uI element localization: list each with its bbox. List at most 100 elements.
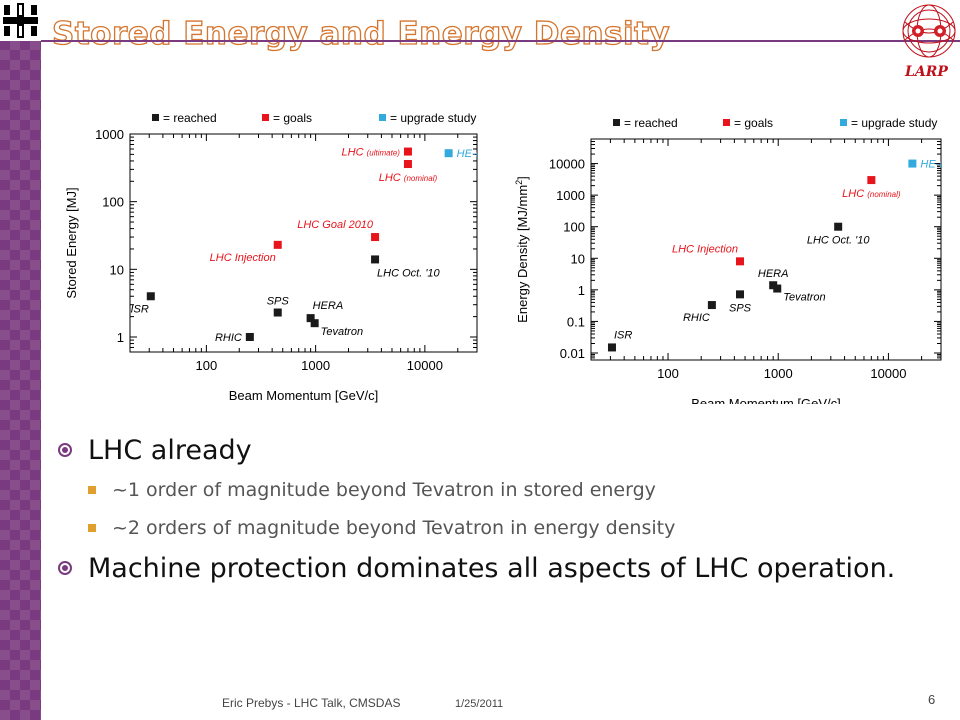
y-tick-label: 1: [117, 330, 124, 345]
x-tick-label: 100: [196, 358, 218, 373]
page-number: 6: [928, 692, 936, 707]
data-point: [773, 284, 782, 293]
legend-label: = reached: [624, 116, 678, 130]
y-tick-label: 1: [578, 283, 585, 298]
data-point: [908, 159, 917, 168]
sidebar-pattern: [0, 0, 41, 720]
data-point: [707, 301, 716, 310]
data-point: [146, 292, 155, 301]
y-axis-label-superscript: 2: [514, 180, 524, 185]
legend-marker: [379, 114, 386, 121]
y-axis-label: Stored Energy [MJ]: [64, 187, 79, 298]
data-point: [867, 176, 876, 185]
legend-label: = goals: [273, 111, 312, 125]
data-label: LHC Oct. '10: [807, 235, 871, 247]
footer-author: Eric Prebys - LHC Talk, CMSDAS: [222, 696, 401, 710]
data-label: RHIC: [215, 332, 242, 344]
data-label: RHIC: [683, 312, 710, 324]
y-tick-label: 100: [563, 220, 585, 235]
data-label: LHC (ultimate): [342, 147, 401, 159]
data-label: LHC Injection: [672, 243, 738, 255]
y-tick-label: 0.01: [560, 346, 585, 361]
data-label: HE-LHC: [920, 159, 956, 171]
bullet-list: LHC already ~1 order of magnitude beyond…: [58, 434, 938, 594]
plot-frame: [129, 133, 478, 353]
bullet-machine-protection: Machine protection dominates all aspects…: [58, 552, 938, 586]
x-tick-label: 10000: [870, 366, 906, 381]
data-label-qualifier: (nominal): [867, 190, 901, 199]
y-tick-label: 0.1: [567, 314, 585, 329]
data-label: LHC Goal 2010: [297, 219, 374, 231]
data-label: HERA: [758, 268, 789, 280]
legend-label: = goals: [734, 116, 773, 130]
data-point: [310, 319, 319, 328]
data-point: [769, 281, 778, 290]
sub-bullet-text: ~2 orders of magnitude beyond Tevatron i…: [112, 517, 676, 539]
data-point: [306, 314, 315, 323]
data-point: [607, 343, 616, 352]
legend-label: = upgrade study: [851, 116, 937, 130]
data-label-qualifier: (nominal): [404, 174, 438, 183]
energy-density-chart: 100 1000 10000 0.01 0.1 1 10 100 1000 10000 Beam M…: [514, 116, 956, 404]
stored-energy-chart: 100 1000 10000 1 10 100 1000 Beam Momentum [GeV…: [64, 111, 498, 403]
legend-marker: [613, 119, 620, 126]
data-label: SPS: [729, 302, 752, 314]
data-label: LHC (nominal): [379, 172, 438, 184]
sub-bullet-stored-energy: ~1 order of magnitude beyond Tevatron in…: [58, 476, 938, 504]
data-point: [403, 147, 412, 156]
bullet-icon: [58, 443, 72, 457]
y-tick-label: 10: [571, 251, 585, 266]
bullet-text: Machine protection dominates all aspects…: [88, 553, 896, 584]
x-tick-label: 100: [657, 366, 679, 381]
x-tick-label: 10000: [407, 358, 443, 373]
data-label: HERA: [313, 300, 344, 312]
legend-label: = upgrade study: [390, 111, 476, 125]
data-point: [245, 332, 254, 341]
legend-marker: [262, 114, 269, 121]
data-point: [273, 308, 282, 317]
sub-bullet-icon: [88, 486, 96, 494]
plot-frame: [590, 138, 942, 361]
x-tick-label: 1000: [764, 366, 793, 381]
data-point: [736, 257, 745, 266]
data-label: Tevatron: [783, 292, 825, 304]
sub-bullet-icon: [88, 524, 96, 532]
data-point: [371, 255, 380, 264]
footer-date: 1/25/2011: [455, 698, 504, 710]
legend-marker: [840, 119, 847, 126]
legend-marker: [152, 114, 159, 121]
data-label-qualifier: (ultimate): [367, 149, 401, 158]
data-label: SPS: [267, 296, 290, 308]
y-tick-label: 100: [102, 195, 124, 210]
data-point: [444, 149, 453, 158]
slide-title: Stored Energy and Energy Density: [51, 15, 671, 52]
data-label: ISR: [614, 329, 632, 341]
sub-bullet-text: ~1 order of magnitude beyond Tevatron in…: [112, 479, 656, 501]
sub-bullet-energy-density: ~2 orders of magnitude beyond Tevatron i…: [58, 514, 938, 542]
x-axis-label: Beam Momentum [GeV/c]: [691, 396, 841, 404]
data-label: LHC Injection: [210, 252, 276, 264]
y-tick-label: 1000: [95, 127, 124, 142]
data-label: LHC Oct. '10: [377, 267, 441, 279]
bullet-lhc-already: LHC already: [58, 434, 938, 468]
bullet-text: LHC already: [88, 435, 252, 466]
x-axis-label: Beam Momentum [GeV/c]: [229, 388, 379, 403]
data-point: [273, 240, 282, 249]
data-label: HE-LHC: [457, 148, 498, 160]
data-point: [736, 290, 745, 299]
y-axis-label-close: ]: [515, 176, 530, 180]
larp-logo-icon: [902, 4, 956, 58]
data-label: ISR: [130, 303, 148, 315]
title-rule: [41, 40, 960, 42]
y-tick-label: 10: [110, 262, 124, 277]
bullet-icon: [58, 561, 72, 575]
data-point: [834, 222, 843, 231]
fermilab-logo-icon: [3, 3, 38, 38]
y-axis-label: Energy Density [MJ/mm2]: [514, 176, 530, 323]
data-label: LHC (nominal): [842, 188, 901, 200]
y-tick-label: 10000: [549, 157, 585, 172]
y-tick-label: 1000: [556, 188, 585, 203]
data-point: [403, 160, 412, 169]
data-label: Tevatron: [321, 326, 363, 338]
x-tick-label: 1000: [301, 358, 330, 373]
